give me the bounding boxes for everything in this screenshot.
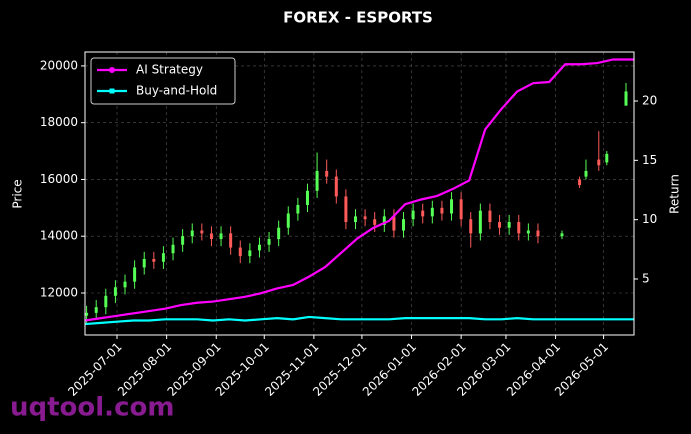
legend-marker	[109, 88, 115, 94]
candle-body	[267, 239, 271, 245]
candle-body	[334, 176, 338, 197]
y2-tick-label: 20	[642, 94, 657, 108]
candle-body	[200, 230, 204, 234]
candle-body	[315, 170, 319, 191]
candle-body	[624, 91, 628, 106]
candle-body	[133, 267, 137, 282]
candle-body	[478, 210, 482, 234]
candle-body	[373, 219, 377, 225]
candle-body	[382, 216, 386, 225]
candle-body	[94, 307, 98, 313]
candle-body	[392, 216, 396, 231]
y-tick-label: 20000	[40, 58, 78, 72]
chart-title: FOREX - ESPORTS	[283, 9, 433, 27]
candle-body	[190, 230, 194, 237]
candle-body	[488, 210, 492, 223]
plot-frame	[84, 51, 635, 336]
candle-body	[498, 222, 502, 228]
y2-tick-label: 10	[642, 212, 657, 226]
plot-area	[84, 52, 634, 335]
candle-body	[450, 199, 454, 214]
series-line	[84, 315, 634, 326]
y-tick-label: 12000	[40, 285, 78, 299]
watermark: uqtool.com	[10, 393, 174, 423]
candle-body	[104, 295, 108, 308]
candle-body	[113, 287, 117, 296]
candle-body	[536, 230, 540, 237]
candle-body	[123, 281, 127, 288]
y-tick-label: 18000	[40, 115, 78, 129]
candle-body	[257, 244, 261, 251]
y2-tick-label: 15	[642, 153, 657, 167]
legend-marker	[109, 67, 115, 73]
candle-body	[578, 179, 582, 186]
candle-body	[219, 233, 223, 240]
y-tick-label: 14000	[40, 229, 78, 243]
candle-body	[430, 207, 434, 217]
candle-body	[605, 153, 609, 163]
candle-body	[85, 312, 89, 316]
candle-body	[560, 233, 564, 237]
candle-body	[229, 233, 233, 248]
y2-axis-label: Return	[668, 174, 682, 214]
candle-body	[209, 233, 213, 240]
y-tick-label: 16000	[40, 172, 78, 186]
y2-tick-label: 5	[642, 271, 650, 285]
candle-body	[363, 216, 367, 220]
candle-body	[526, 230, 530, 234]
candle-body	[402, 219, 406, 231]
candle-body	[305, 190, 309, 205]
candle-body	[517, 222, 521, 234]
legend-label: AI Strategy	[136, 63, 203, 77]
candle-body	[286, 213, 290, 228]
candle-body	[584, 170, 588, 177]
candle-body	[161, 253, 165, 262]
candle-body	[353, 216, 357, 223]
candle-body	[344, 196, 348, 223]
candle-body	[142, 258, 146, 268]
legend: AI Strategy Buy-and-Hold	[90, 57, 236, 105]
candle-body	[171, 244, 175, 254]
candle-body	[238, 247, 242, 257]
candle-body	[597, 159, 601, 166]
candle-body	[421, 210, 425, 217]
candle-body	[469, 219, 473, 234]
candle-body	[459, 199, 463, 220]
candle-body	[507, 222, 511, 228]
legend-label: Buy-and-Hold	[136, 84, 217, 98]
y-axis-label: Price	[11, 179, 25, 208]
candle-body	[152, 258, 156, 262]
candle-body	[277, 227, 281, 240]
candle-body	[181, 236, 185, 245]
series-line	[84, 58, 634, 322]
candle-body	[325, 170, 329, 177]
candle-body	[248, 250, 252, 257]
candle-body	[411, 210, 415, 220]
candle-body	[440, 207, 444, 214]
candle-body	[296, 204, 300, 214]
